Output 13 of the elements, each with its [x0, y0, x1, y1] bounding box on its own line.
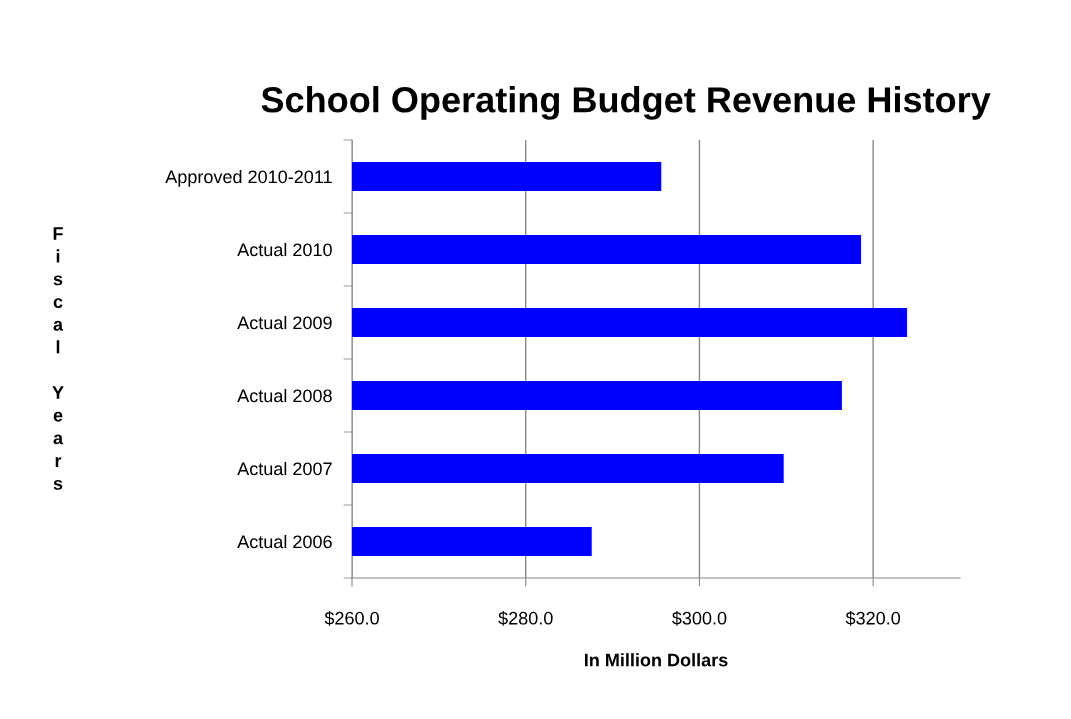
y-tick-label: Actual 2006 — [237, 534, 332, 549]
y-tick-label: Actual 2008 — [237, 388, 332, 403]
y-tick-label: Actual 2007 — [237, 461, 332, 476]
text: Fiscal Years — [52, 227, 64, 490]
x-tick-label: $320.0 — [845, 611, 901, 626]
x-tick-label: $280.0 — [498, 611, 553, 626]
x-tick-label: $260.0 — [324, 611, 379, 626]
x-axis-title: In Million Dollars — [584, 653, 728, 667]
x-tick-label: $300.0 — [672, 611, 727, 626]
y-tick-label: Actual 2010 — [237, 242, 332, 257]
y-tick-label: Approved 2010-2011 — [165, 169, 332, 187]
chart-title: School Operating Budget Revenue History — [261, 86, 991, 120]
y-tick-label: Actual 2009 — [237, 315, 332, 330]
